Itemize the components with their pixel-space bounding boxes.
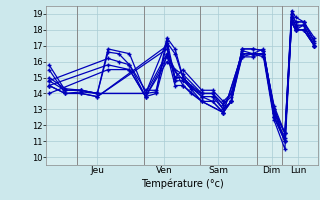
- X-axis label: Température (°c): Température (°c): [141, 178, 224, 189]
